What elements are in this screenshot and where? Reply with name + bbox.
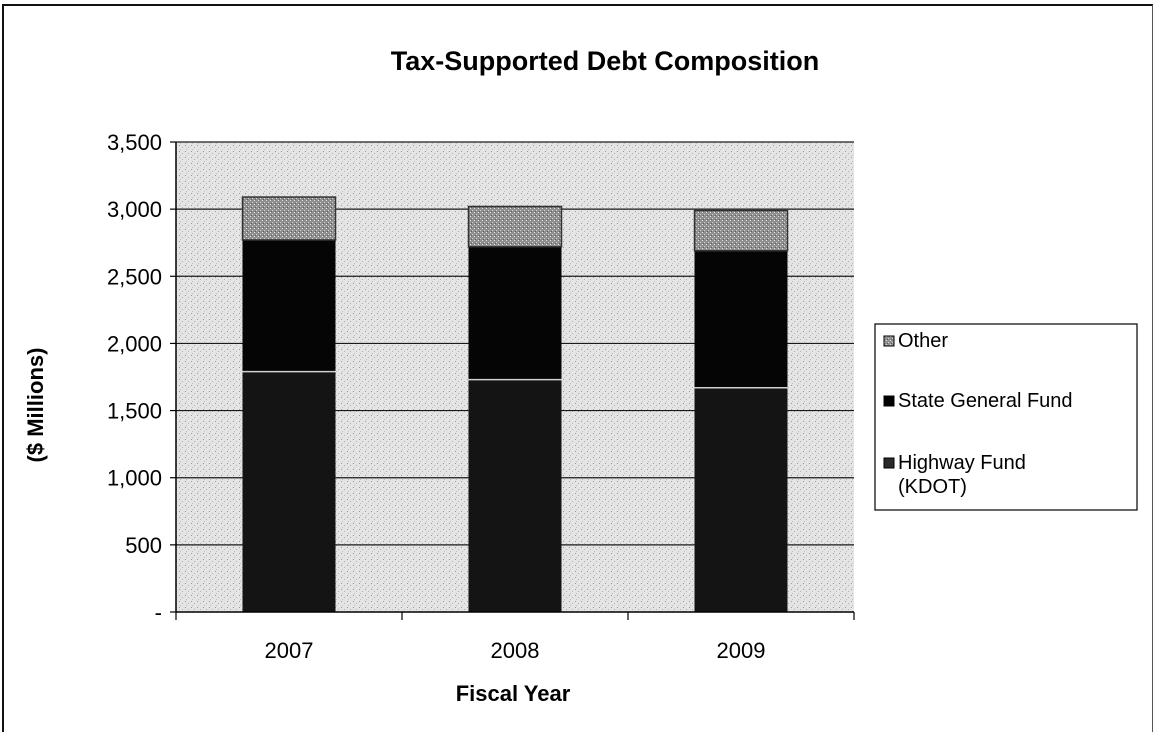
y-tick-label: - — [155, 600, 162, 625]
bar-segment — [694, 250, 788, 388]
legend-swatch — [883, 457, 895, 469]
bar-segment — [467, 205, 563, 248]
x-tick-label: 2009 — [717, 638, 766, 663]
legend-label: Other — [898, 330, 948, 352]
bar-segment — [468, 246, 562, 380]
y-tick-label: 2,000 — [107, 331, 162, 356]
legend-box — [874, 323, 1138, 511]
y-tick-label: 3,000 — [107, 197, 162, 222]
axes — [170, 141, 855, 620]
y-tick-label: 3,500 — [107, 130, 162, 155]
chart: Tax-Supported Debt Composition - 500 1,000… — [23, 46, 1138, 706]
legend-label: Highway Fund — [898, 452, 1026, 474]
legend-label: (KDOT) — [898, 476, 967, 498]
y-tick-label: 1,000 — [107, 466, 162, 491]
y-tick-label: 2,500 — [107, 264, 162, 289]
bar-segment — [694, 387, 788, 612]
legend-swatch — [883, 395, 895, 407]
x-tick-label: 2007 — [265, 638, 314, 663]
legend: Other State General Fund Highway Fund(KDOT… — [874, 323, 1138, 511]
y-tick-label: 500 — [125, 533, 162, 558]
legend-label: State General Fund — [898, 390, 1073, 412]
x-tick-labels: 2007 2008 2009 — [265, 638, 766, 663]
bar-segment — [693, 209, 789, 252]
legend-swatch — [883, 335, 895, 347]
y-axis-label: ($ Millions) — [23, 348, 48, 463]
x-axis-label: Fiscal Year — [456, 681, 571, 706]
x-tick-label: 2008 — [491, 638, 540, 663]
bar-segment — [241, 196, 337, 241]
bars — [241, 196, 789, 612]
bar-segment — [242, 240, 336, 372]
chart-title: Tax-Supported Debt Composition — [391, 46, 819, 76]
y-tick-label: 1,500 — [107, 399, 162, 424]
bar-segment — [242, 371, 336, 612]
bar-segment — [468, 379, 562, 612]
y-tick-labels: - 500 1,000 1,500 2,000 2,500 3,000 3,500 — [107, 130, 162, 625]
chart-frame: Tax-Supported Debt Composition - 500 1,000… — [2, 4, 1153, 732]
